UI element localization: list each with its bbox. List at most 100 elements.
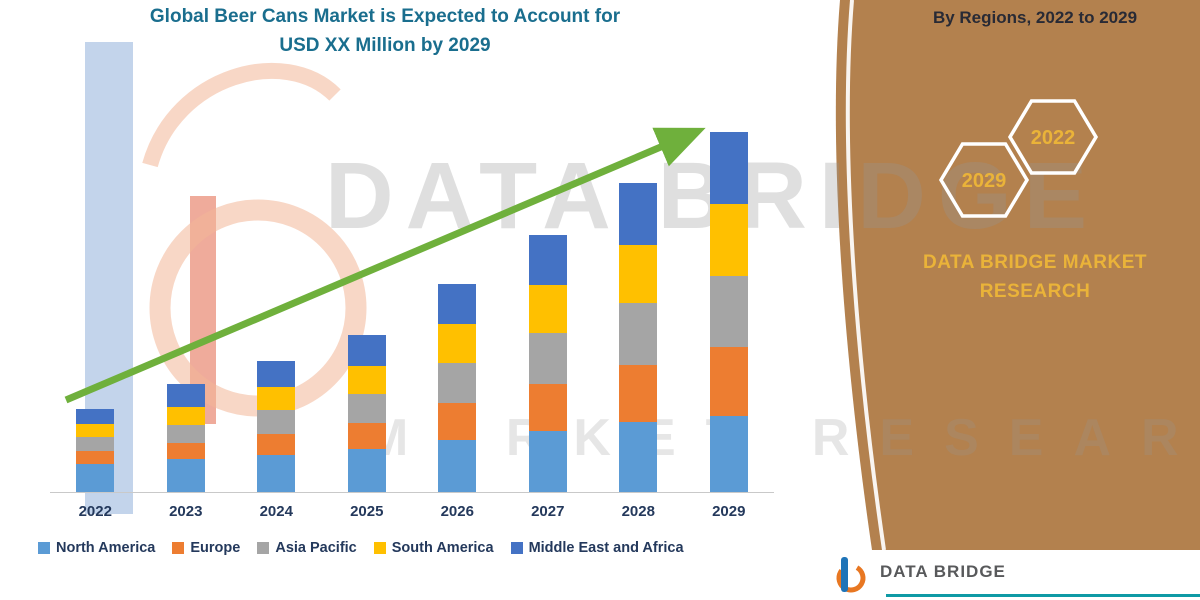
- hexagon-2022: [1007, 99, 1099, 175]
- chart-legend: North America Europe Asia Pacific South Ame…: [38, 540, 684, 556]
- legend-item-europe: Europe: [172, 540, 240, 556]
- bar-segment: [347, 335, 386, 366]
- bar-column-2023: 2023: [141, 118, 232, 520]
- bar-segment: [257, 410, 296, 434]
- bar-segment: [76, 451, 115, 464]
- bar-segment: [257, 434, 296, 455]
- right-panel: By Regions, 2022 to 2029 2022 2029 DATA …: [870, 0, 1200, 550]
- bar-segment: [166, 459, 205, 492]
- bar-segment: [347, 394, 386, 423]
- legend-item-middle-east-and-africa: Middle East and Africa: [510, 540, 684, 556]
- footer-logo: DATA BRIDGE: [830, 552, 1200, 598]
- footer-brand-text: DATA BRIDGE: [880, 562, 1006, 581]
- panel-brand-line1: DATA BRIDGE MARKET: [923, 252, 1147, 273]
- x-axis-label: 2026: [440, 503, 474, 520]
- stacked-bar: [709, 132, 748, 492]
- bar-segment: [438, 324, 477, 363]
- x-axis-label: 2025: [350, 503, 384, 520]
- footer-teal-rule: [886, 594, 1200, 597]
- bar-segment: [166, 425, 205, 443]
- legend-label: Asia Pacific: [275, 540, 357, 556]
- bar-segment: [709, 416, 748, 492]
- bar-column-2028: 2028: [593, 118, 684, 520]
- legend-swatch: [172, 542, 185, 554]
- bar-column-2029: 2029: [684, 118, 775, 520]
- bar-segment: [166, 443, 205, 459]
- legend-swatch: [38, 542, 50, 554]
- bar-segment: [76, 409, 115, 424]
- x-axis-label: 2022: [78, 503, 112, 520]
- bar-segment: [347, 423, 386, 449]
- bar-segment: [438, 440, 477, 492]
- year-hexagons: 2022 2029: [938, 99, 1099, 218]
- stacked-bar: [619, 183, 658, 492]
- bar-segment: [76, 464, 115, 492]
- legend-item-asia-pacific: Asia Pacific: [257, 540, 357, 556]
- bar-segment: [347, 366, 386, 394]
- legend-label: South America: [391, 540, 494, 556]
- bar-segment: [257, 387, 296, 410]
- bar-segment: [438, 363, 477, 403]
- x-axis-label: 2024: [259, 503, 293, 520]
- stacked-bar: [528, 235, 567, 492]
- panel-white-stripe: [845, 0, 886, 551]
- bar-segment: [166, 384, 205, 407]
- bar-segment: [619, 183, 658, 245]
- legend-label: Europe: [190, 540, 241, 556]
- legend-item-south-america: South America: [373, 540, 494, 556]
- databridge-logo-icon: [836, 557, 866, 593]
- stacked-bar-chart: 2022 2023 2024 2025 2026 2027 2028 2029: [50, 118, 775, 520]
- bar-segment: [438, 403, 477, 440]
- bar-segment: [257, 361, 296, 387]
- bar-segment: [76, 437, 115, 451]
- bar-segment: [709, 204, 748, 276]
- panel-brown-area: [835, 0, 1200, 550]
- legend-swatch: [257, 542, 270, 554]
- x-axis-label: 2027: [531, 503, 565, 520]
- bar-column-2026: 2026: [412, 118, 503, 520]
- stacked-bar: [76, 409, 115, 492]
- bar-segment: [619, 245, 658, 303]
- bar-segment: [76, 424, 115, 437]
- legend-label: Middle East and Africa: [528, 540, 684, 556]
- bar-segment: [619, 422, 658, 492]
- legend-swatch: [373, 542, 386, 554]
- x-axis-label: 2023: [169, 503, 203, 520]
- bar-column-2025: 2025: [322, 118, 413, 520]
- stacked-bar: [347, 335, 386, 492]
- legend-swatch: [510, 542, 523, 554]
- bar-segment: [619, 303, 658, 365]
- bar-column-2022: 2022: [50, 118, 141, 520]
- bar-segment: [528, 431, 567, 492]
- stacked-bar: [438, 284, 477, 492]
- bar-segment: [528, 384, 567, 431]
- bar-segment: [166, 407, 205, 425]
- stacked-bar: [166, 384, 205, 492]
- legend-item-north-america: North America: [38, 540, 155, 556]
- bar-segment: [347, 449, 386, 492]
- bar-segment: [257, 455, 296, 492]
- bar-segment: [619, 365, 658, 422]
- x-axis-label: 2029: [712, 503, 746, 520]
- x-axis-label: 2028: [621, 503, 655, 520]
- hexagon-year-2022: 2022: [1031, 127, 1076, 149]
- bar-column-2024: 2024: [231, 118, 322, 520]
- panel-heading: By Regions, 2022 to 2029: [932, 8, 1138, 27]
- stacked-bar: [257, 361, 296, 492]
- hexagon-year-2029: 2029: [962, 170, 1007, 192]
- bar-segment: [528, 235, 567, 285]
- chart-title-line1: Global Beer Cans Market is Expected to A…: [149, 6, 621, 27]
- bar-segment: [709, 276, 748, 347]
- bar-segment: [528, 333, 567, 384]
- bar-segment: [709, 347, 748, 416]
- panel-brand-text: DATA BRIDGE MARKET RESEARCH: [880, 248, 1190, 307]
- bar-segment: [528, 285, 567, 333]
- bar-segment: [438, 284, 477, 324]
- bar-segment: [709, 132, 748, 204]
- chart-title: Global Beer Cans Market is Expected to A…: [55, 2, 715, 61]
- chart-title-line2: USD XX Million by 2029: [279, 35, 491, 57]
- hexagon-2029: [938, 142, 1030, 218]
- panel-brand-line2: RESEARCH: [979, 281, 1091, 303]
